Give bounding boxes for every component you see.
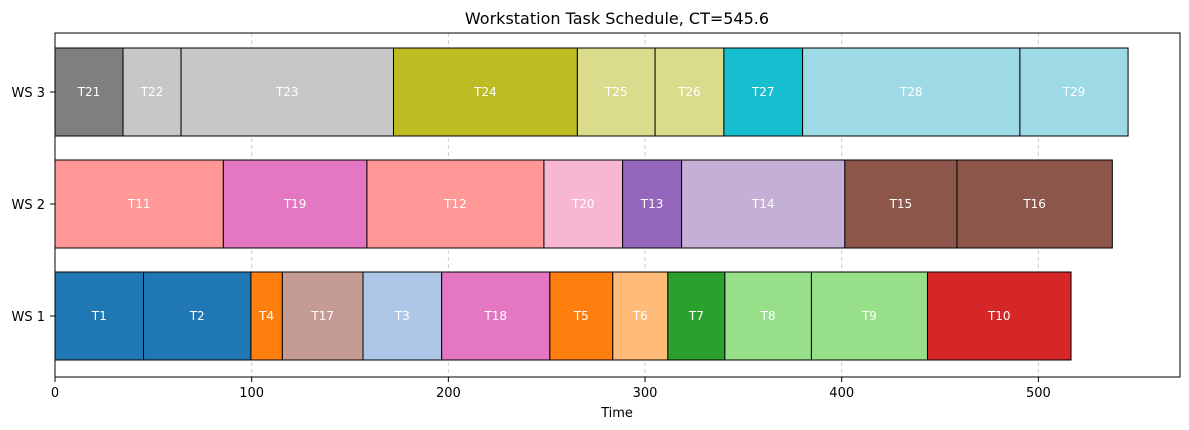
task-bar-group: T10 xyxy=(926,271,1072,361)
task-bar xyxy=(143,271,252,361)
task-bar-group: T19 xyxy=(222,159,368,249)
plot-area-frame xyxy=(54,32,1181,378)
task-bar xyxy=(392,47,578,137)
task-bar xyxy=(222,159,368,249)
task-bar xyxy=(724,271,812,361)
task-label: T3 xyxy=(394,309,410,323)
task-bar-group: T28 xyxy=(802,47,1021,137)
task-label: T7 xyxy=(688,309,704,323)
task-label: T17 xyxy=(310,309,334,323)
x-tick-label: 100 xyxy=(239,386,264,401)
task-label: T4 xyxy=(258,309,274,323)
task-label: T25 xyxy=(604,85,628,99)
task-label: T1 xyxy=(91,309,107,323)
task-label: T24 xyxy=(473,85,497,99)
task-label: T26 xyxy=(677,85,701,99)
task-bar xyxy=(122,47,182,137)
task-bar-group: T29 xyxy=(1019,47,1129,137)
x-axis-ticks: 0 100 200 300 400 500 xyxy=(51,377,1051,401)
task-label: T13 xyxy=(640,197,664,211)
task-bar-group: T24 xyxy=(392,47,578,137)
task-label: T21 xyxy=(77,85,101,99)
task-bar xyxy=(681,159,846,249)
task-label: T6 xyxy=(632,309,648,323)
task-bar-group: T16 xyxy=(956,159,1113,249)
x-tick-label: 300 xyxy=(633,386,658,401)
task-bar-group: T14 xyxy=(681,159,846,249)
task-label: T2 xyxy=(189,309,205,323)
task-bar-group: T21 xyxy=(54,47,124,137)
task-label: T20 xyxy=(571,197,595,211)
task-bar-group: T7 xyxy=(667,271,726,361)
task-bars: T1 T2 T4 T17 T3 T18 T5 T6 T7 T8 T9 T10 T11 T19 T12 T20 T… xyxy=(54,47,1129,361)
task-bar-group: T27 xyxy=(723,47,804,137)
task-label: T23 xyxy=(275,85,299,99)
task-bar-group: T12 xyxy=(366,159,545,249)
task-bar xyxy=(180,47,394,137)
task-label: T8 xyxy=(760,309,776,323)
x-tick-label: 0 xyxy=(51,386,59,401)
task-bar-group: T13 xyxy=(622,159,683,249)
task-bar-group: T23 xyxy=(180,47,394,137)
task-label: T15 xyxy=(889,197,913,211)
task-label: T5 xyxy=(573,309,589,323)
task-bar xyxy=(54,47,124,137)
task-label: T16 xyxy=(1022,197,1046,211)
task-label: T27 xyxy=(751,85,775,99)
y-tick-label: WS 3 xyxy=(11,86,45,101)
task-bar xyxy=(844,159,958,249)
task-bar-group: T15 xyxy=(844,159,958,249)
task-bar xyxy=(54,271,145,361)
task-bar-group: T1 xyxy=(54,271,145,361)
task-label: T10 xyxy=(987,309,1011,323)
task-bar xyxy=(281,271,364,361)
task-bar-group: T6 xyxy=(612,271,669,361)
task-bar-group: T11 xyxy=(54,159,224,249)
task-bar-group: T18 xyxy=(441,271,551,361)
task-label: T29 xyxy=(1062,85,1086,99)
task-bar xyxy=(362,271,443,361)
task-label: T18 xyxy=(483,309,507,323)
task-bar xyxy=(810,271,928,361)
task-bar xyxy=(250,271,283,361)
task-bar-group: T26 xyxy=(654,47,725,137)
task-bar-group: T8 xyxy=(724,271,812,361)
task-bar xyxy=(802,47,1021,137)
y-tick-label: WS 1 xyxy=(11,310,45,325)
task-bar xyxy=(54,159,224,249)
x-tick-label: 200 xyxy=(436,386,461,401)
task-bar xyxy=(654,47,725,137)
x-tick-label: 500 xyxy=(1026,386,1051,401)
y-tick-label: WS 2 xyxy=(11,198,45,213)
task-bar-group: T9 xyxy=(810,271,928,361)
task-bar-group: T2 xyxy=(143,271,252,361)
task-bar xyxy=(926,271,1072,361)
task-bar-group: T5 xyxy=(549,271,614,361)
x-tick-label: 400 xyxy=(829,386,854,401)
task-label: T19 xyxy=(283,197,307,211)
chart-title: Workstation Task Schedule, CT=545.6 xyxy=(465,9,769,28)
task-bar xyxy=(576,47,656,137)
y-axis-ticks: WS 1 WS 2 WS 3 xyxy=(11,86,55,325)
task-label: T22 xyxy=(140,85,164,99)
x-axis-label: Time xyxy=(600,406,633,421)
task-bar-group: T17 xyxy=(281,271,364,361)
task-bar xyxy=(723,47,804,137)
task-label: T11 xyxy=(127,197,151,211)
task-bar-group: T3 xyxy=(362,271,443,361)
task-label: T28 xyxy=(899,85,923,99)
task-label: T9 xyxy=(861,309,877,323)
task-bar-group: T22 xyxy=(122,47,182,137)
task-bar xyxy=(667,271,726,361)
task-bar xyxy=(543,159,624,249)
task-bar xyxy=(1019,47,1129,137)
task-bar-group: T25 xyxy=(576,47,656,137)
task-bar-group: T4 xyxy=(250,271,283,361)
task-bar-group: T20 xyxy=(543,159,624,249)
task-bar xyxy=(441,271,551,361)
task-bar xyxy=(956,159,1113,249)
task-label: T12 xyxy=(443,197,467,211)
task-label: T14 xyxy=(751,197,775,211)
